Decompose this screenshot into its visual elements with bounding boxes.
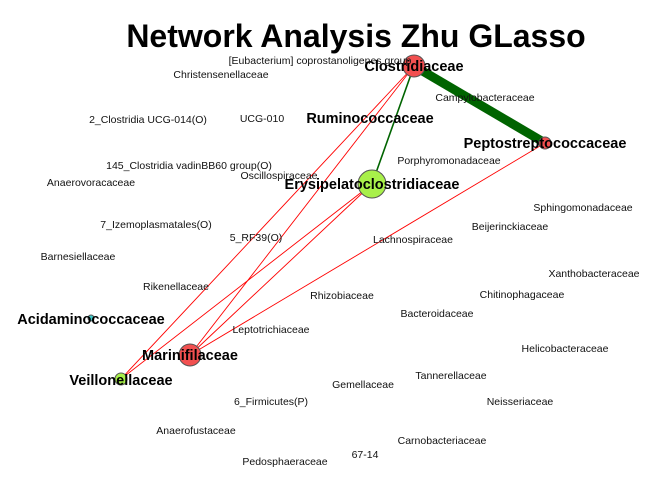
edge-clostridiaceae-veillonellaceae <box>120 65 415 380</box>
node-clostridiaceae <box>402 54 426 78</box>
edges-layer <box>120 62 548 380</box>
node-label-campylobacteraceae: Campylobacteraceae <box>435 92 534 104</box>
node-label-beijerinckiaceae: Beijerinckiaceae <box>472 221 549 233</box>
node-label-peptostreptococcaceae: Peptostreptococcaceae <box>464 136 627 152</box>
node-label-2-clostridia-ucg-014-o: 2_Clostridia UCG-014(O) <box>89 114 207 126</box>
node-label-lachnospiraceae: Lachnospiraceae <box>373 234 453 246</box>
node-label-veillonellaceae: Veillonellaceae <box>69 373 172 389</box>
node-label-clostridiaceae: Clostridiaceae <box>364 59 463 75</box>
node-label-anaerovoracaceae: Anaerovoracaceae <box>47 177 135 189</box>
edge-clostridiaceae-erysipelatoclostridiaceae <box>371 65 415 185</box>
node-label-anaerofustaceae: Anaerofustaceae <box>156 425 236 437</box>
node-label-7-izemoplasmatales-o: 7_Izemoplasmatales(O) <box>100 219 211 231</box>
edge-clostridiaceae-peptostreptococcaceae <box>411 62 548 147</box>
node-label-oscillospiraceae: Oscillospiraceae <box>240 170 317 182</box>
node-label-neisseriaceae: Neisseriaceae <box>487 396 554 408</box>
node-label-67-14: 67-14 <box>352 449 379 461</box>
node-label-helicobacteraceae: Helicobacteraceae <box>522 343 609 355</box>
node-peptostreptococcaceae <box>538 136 552 150</box>
node-label-bacteroidaceae: Bacteroidaceae <box>401 308 474 320</box>
node-label-acidaminococcaceae: Acidaminococcaceae <box>17 312 165 328</box>
edge-erysipelatoclostridiaceae-veillonellaceae <box>120 183 373 380</box>
node-label-barnesiellaceae: Barnesiellaceae <box>41 251 116 263</box>
node-label-marinifilaceae: Marinifilaceae <box>142 348 238 364</box>
node-label-carnobacteriaceae: Carnobacteriaceae <box>398 435 487 447</box>
nodes-layer <box>87 54 552 386</box>
node-label-5-rf39-o: 5_RF39(O) <box>230 232 283 244</box>
node-label-xanthobacteraceae: Xanthobacteraceae <box>548 268 639 280</box>
edge-clostridiaceae-marinifilaceae <box>189 65 415 356</box>
node-label-porphyromonadaceae: Porphyromonadaceae <box>397 155 500 167</box>
node-label-rhizobiaceae: Rhizobiaceae <box>310 290 374 302</box>
node-label-leptotrichiaceae: Leptotrichiaceae <box>232 324 309 336</box>
node-label-gemellaceae: Gemellaceae <box>332 379 394 391</box>
node-label-rikenellaceae: Rikenellaceae <box>143 281 209 293</box>
node-label-ruminococcaceae: Ruminococcaceae <box>306 111 433 127</box>
node-label-tannerellaceae: Tannerellaceae <box>415 370 486 382</box>
node-erysipelatoclostridiaceae <box>357 169 387 199</box>
node-label-pedosphaeraceae: Pedosphaeraceae <box>242 456 327 468</box>
node-label-erysipelatoclostridiaceae: Erysipelatoclostridiaceae <box>285 177 460 193</box>
chart-title: Network Analysis Zhu GLasso <box>126 18 586 54</box>
node-label-christensenellaceae: Christensenellaceae <box>173 69 268 81</box>
labels-layer: Clostridiaceae Peptostreptococcaceae Erysi… <box>17 55 639 468</box>
node-label-ucg-010: UCG-010 <box>240 113 285 125</box>
node-label-6-firmicutes-p: 6_Firmicutes(P) <box>234 396 308 408</box>
node-label-chitinophagaceae: Chitinophagaceae <box>480 289 565 301</box>
node-label-sphingomonadaceae: Sphingomonadaceae <box>533 202 632 214</box>
node-veillonellaceae <box>114 372 128 386</box>
edge-peptostreptococcaceae-marinifilaceae <box>189 142 546 356</box>
node-label-145-clostridia-vadinbb60-group-o: 145_Clostridia vadinBB60 group(O) <box>106 160 272 172</box>
node-marinifilaceae <box>178 343 202 367</box>
node-label-eubacterium-coprostanoligenes-group: [Eubacterium] coprostanoligenes group <box>229 55 412 67</box>
edge-erysipelatoclostridiaceae-marinifilaceae <box>189 183 373 356</box>
node-acidaminococcaceae <box>87 314 95 322</box>
